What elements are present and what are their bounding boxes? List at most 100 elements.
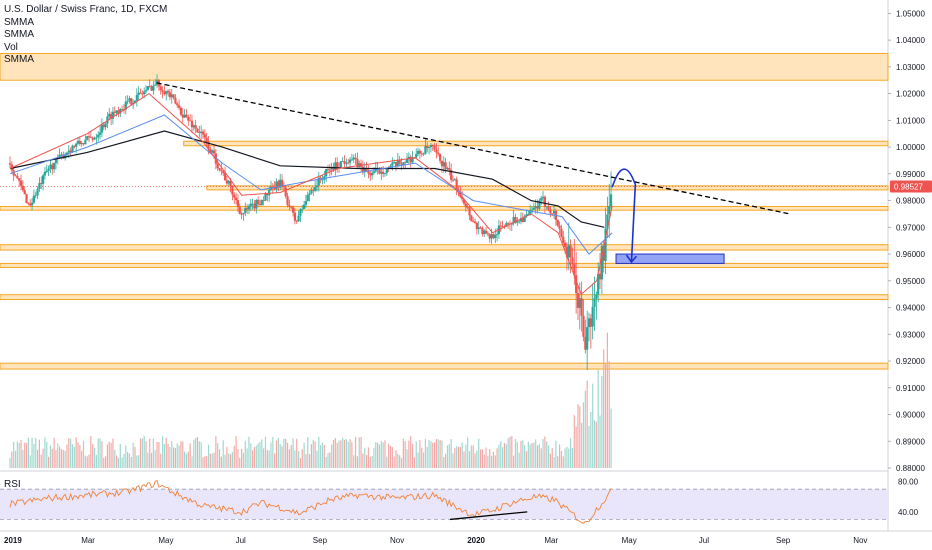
candle-body bbox=[573, 264, 576, 276]
volume-bar bbox=[362, 453, 364, 468]
volume-bar bbox=[252, 450, 254, 468]
candle-body bbox=[246, 207, 249, 210]
candle-body bbox=[87, 136, 91, 138]
volume-bar bbox=[312, 440, 314, 468]
volume-bar bbox=[391, 447, 393, 468]
volume-bar bbox=[395, 450, 397, 468]
volume-bar bbox=[161, 436, 164, 468]
candle-body bbox=[297, 215, 300, 222]
volume-bar bbox=[27, 437, 29, 468]
price-tick-label: 0.99000 bbox=[896, 170, 925, 179]
support-resistance-zone bbox=[0, 294, 889, 301]
volume-bar bbox=[411, 443, 414, 468]
candle-body bbox=[165, 90, 168, 95]
volume-bar bbox=[332, 440, 335, 468]
volume-bar bbox=[345, 438, 347, 468]
volume-bar bbox=[299, 457, 302, 468]
candle-body bbox=[411, 157, 414, 163]
candle-body bbox=[244, 207, 247, 213]
current-price-badge bbox=[890, 180, 932, 193]
volume-bar bbox=[573, 415, 575, 468]
rsi-tick-label: 40.00 bbox=[898, 508, 919, 517]
candle-body bbox=[569, 245, 572, 258]
candle-body bbox=[159, 86, 162, 91]
candle-body bbox=[231, 185, 234, 195]
candle-body bbox=[242, 212, 245, 215]
volume-bar bbox=[479, 449, 482, 468]
time-tick-label: Jul bbox=[699, 536, 709, 545]
volume-bar bbox=[529, 444, 531, 468]
volume-bar bbox=[507, 438, 509, 468]
volume-bar bbox=[349, 439, 351, 468]
volume-bar bbox=[301, 449, 303, 468]
candle-body bbox=[348, 159, 352, 163]
volume-bar bbox=[503, 442, 506, 468]
candle-body bbox=[484, 230, 488, 234]
volume-bar bbox=[233, 445, 235, 468]
candle-body bbox=[326, 169, 330, 170]
time-tick-label: Mar bbox=[544, 536, 558, 545]
time-tick-label: 2020 bbox=[467, 536, 485, 545]
candle-body bbox=[470, 215, 473, 222]
volume-bar bbox=[156, 441, 158, 468]
candle-body bbox=[473, 221, 477, 223]
volume-bar bbox=[437, 439, 439, 468]
volume-bar bbox=[274, 453, 276, 468]
candle-body bbox=[361, 166, 365, 173]
volume-bar bbox=[239, 457, 241, 468]
candle-body bbox=[260, 200, 263, 206]
volume-bar bbox=[66, 444, 68, 468]
candle-body bbox=[45, 170, 48, 172]
candle-body bbox=[154, 84, 157, 86]
volume-bar bbox=[351, 442, 353, 468]
candle-body bbox=[507, 223, 510, 224]
volume-bar bbox=[367, 447, 370, 468]
candle-body bbox=[435, 149, 438, 153]
price-axis: 1.05000 1.04000 1.03000 1.02000 1.01000 1.000… bbox=[888, 9, 932, 518]
support-resistance-zone bbox=[0, 262, 889, 268]
volume-bar bbox=[547, 445, 550, 468]
volume-bar bbox=[353, 455, 355, 468]
candle-body bbox=[150, 86, 153, 91]
volume-bar bbox=[375, 441, 377, 468]
horizontal-zones bbox=[0, 52, 889, 370]
candle-body bbox=[69, 150, 72, 152]
candle-body bbox=[525, 214, 528, 217]
volume-bar bbox=[505, 444, 507, 468]
candle-body bbox=[481, 227, 484, 235]
volume-bar bbox=[502, 447, 504, 468]
volume-bar bbox=[434, 442, 436, 468]
volume-bar bbox=[334, 438, 336, 468]
candle-body bbox=[253, 203, 256, 209]
candle-body bbox=[385, 168, 388, 174]
candle-body bbox=[209, 149, 212, 153]
candle-body bbox=[371, 172, 374, 176]
candle-body bbox=[130, 98, 133, 105]
candle-body bbox=[547, 206, 550, 210]
candle-body bbox=[290, 206, 293, 208]
volume-bar bbox=[419, 440, 421, 468]
candle-body bbox=[275, 181, 278, 190]
volume-bar bbox=[11, 451, 13, 468]
volume-bar bbox=[75, 437, 77, 468]
candle-body bbox=[225, 180, 228, 184]
volume-bar bbox=[581, 422, 583, 468]
volume-bar bbox=[70, 439, 72, 468]
candle-body bbox=[383, 173, 387, 174]
candle-body bbox=[18, 178, 21, 181]
candle-body bbox=[519, 217, 523, 222]
volume-bar bbox=[180, 441, 182, 468]
time-tick-label: Nov bbox=[853, 536, 867, 545]
candle-body bbox=[483, 230, 486, 235]
volume-bar bbox=[145, 441, 147, 468]
rsi-tick-bg bbox=[890, 475, 932, 488]
volume-bar bbox=[217, 443, 219, 468]
volume-bar bbox=[275, 440, 278, 468]
candle-body bbox=[398, 159, 401, 164]
volume-bar bbox=[171, 441, 173, 468]
candle-body bbox=[84, 139, 87, 145]
candle-body bbox=[477, 227, 480, 230]
smma-lines bbox=[9, 92, 613, 296]
volume-bar bbox=[386, 456, 388, 468]
